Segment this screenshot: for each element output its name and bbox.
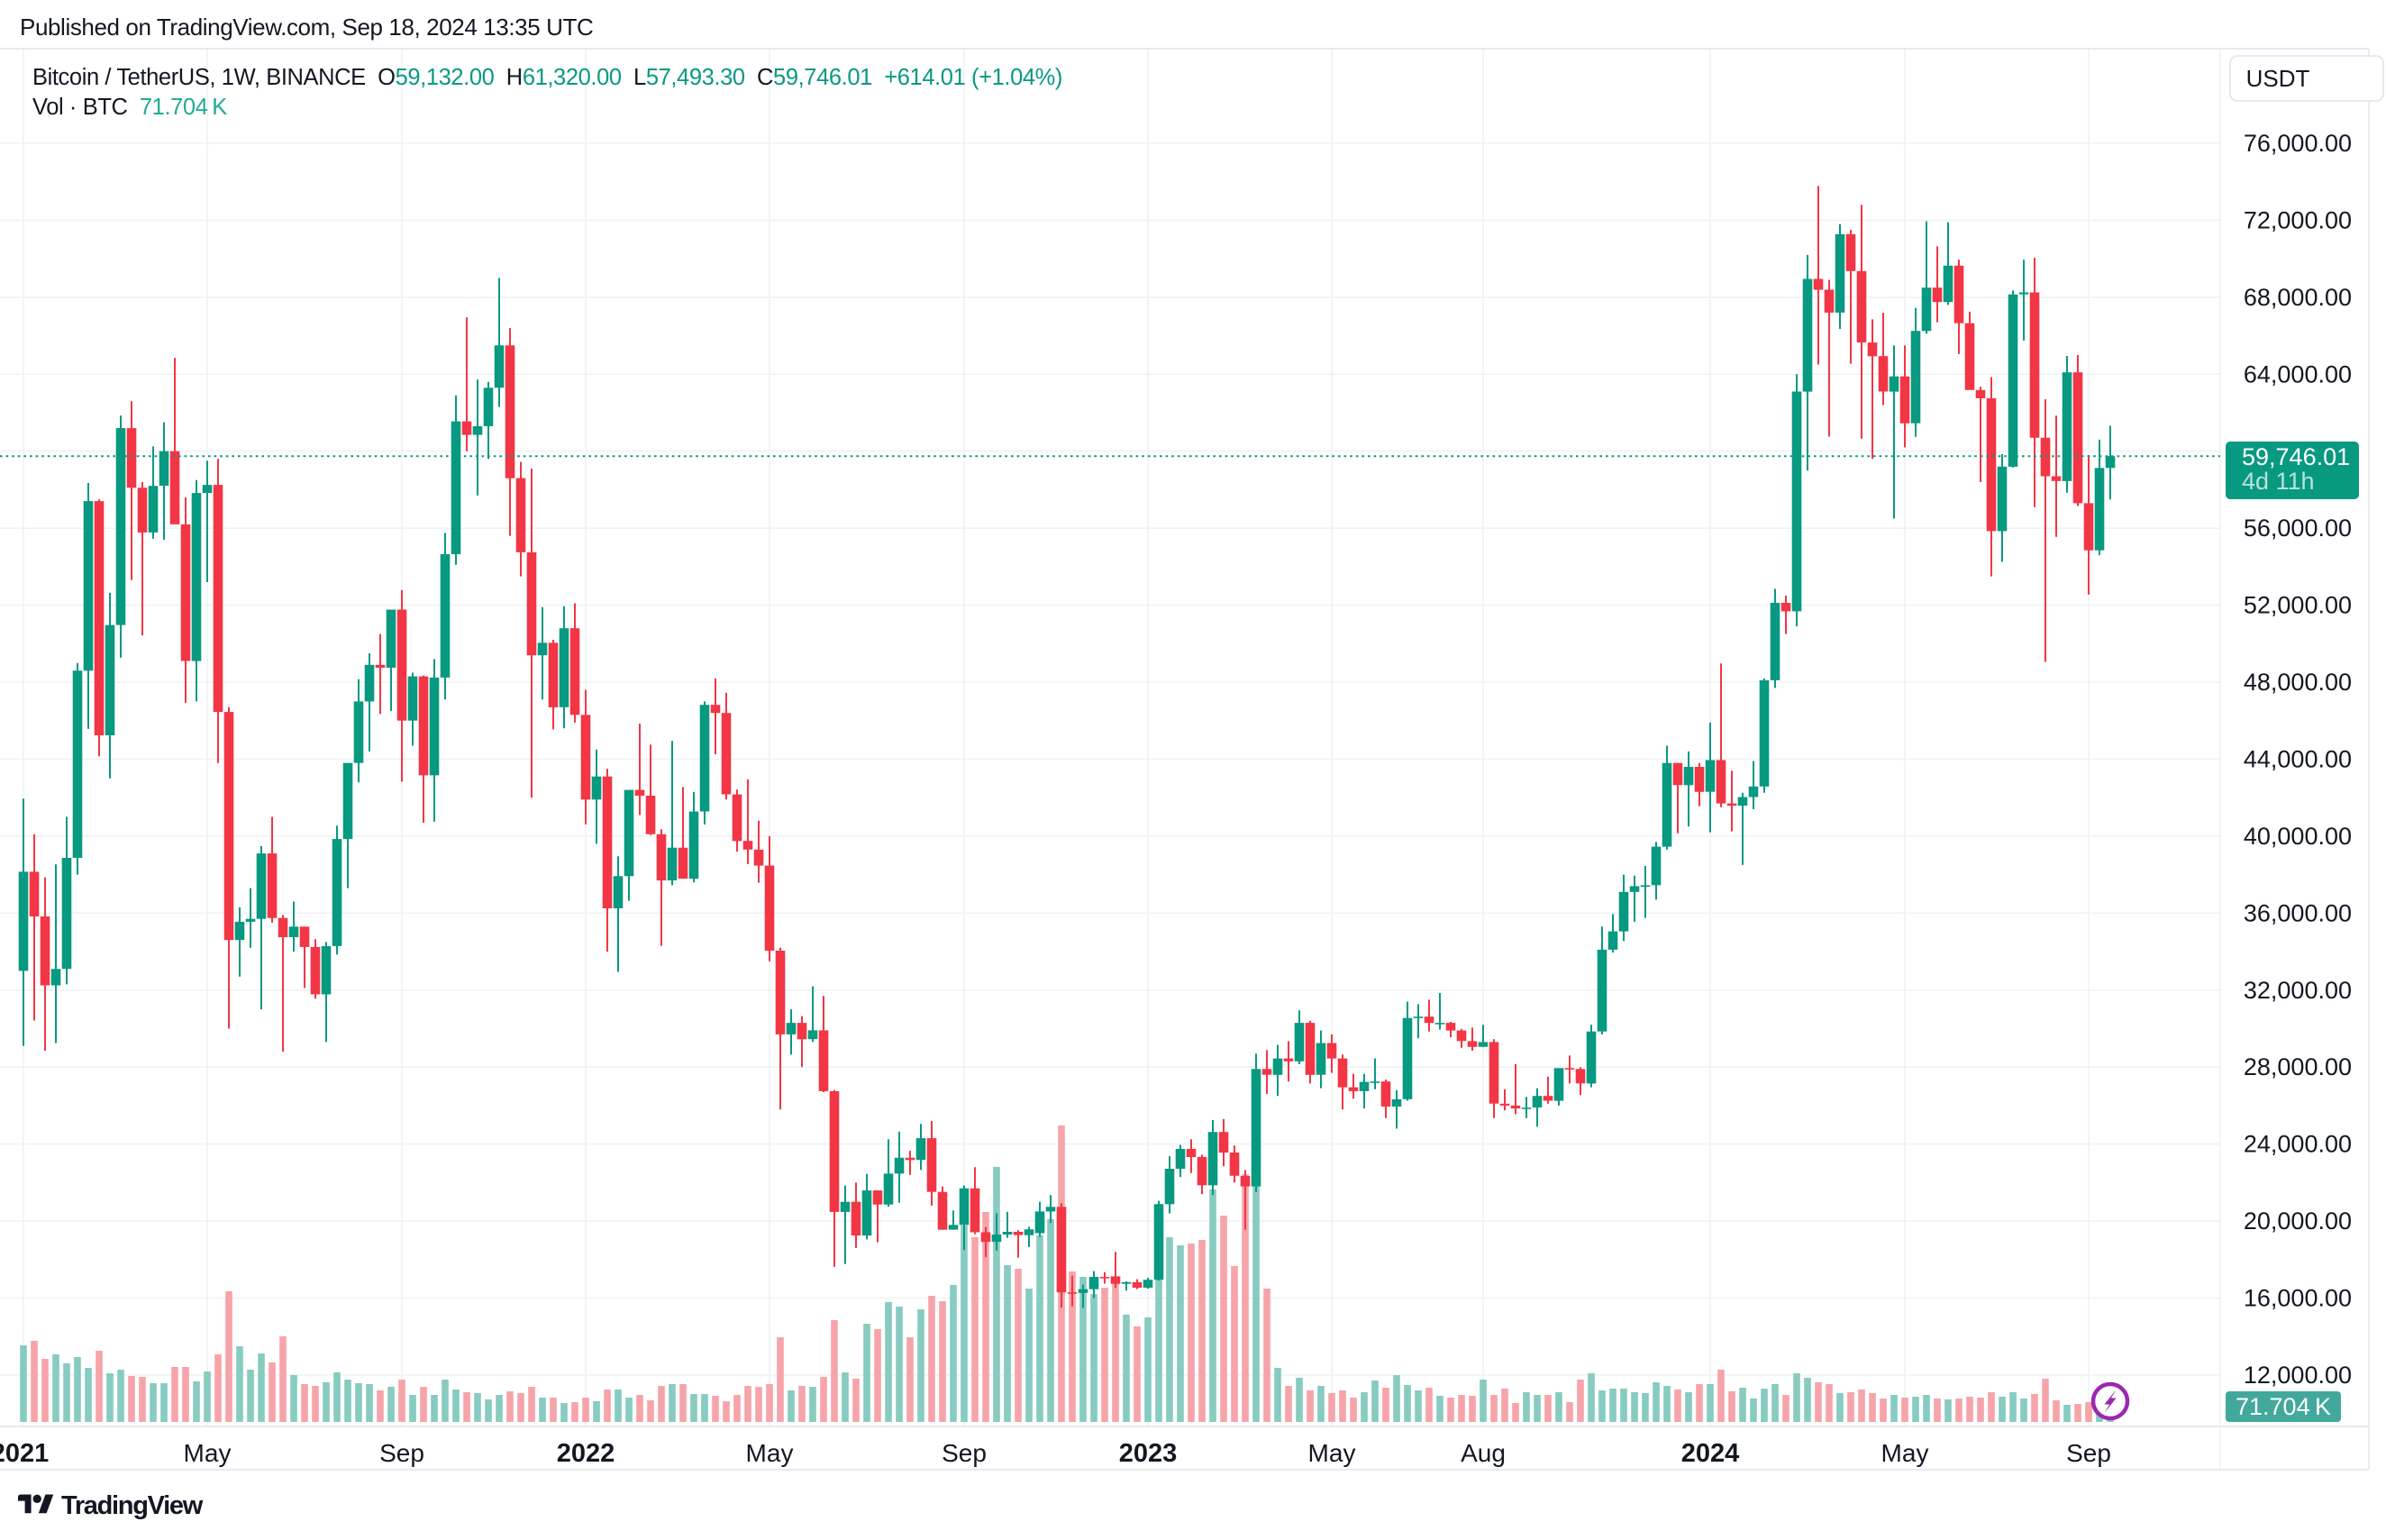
svg-text:52,000.00: 52,000.00 — [2244, 592, 2352, 619]
svg-text:71.704 K: 71.704 K — [2236, 1393, 2331, 1420]
svg-text:20,000.00: 20,000.00 — [2244, 1207, 2352, 1235]
svg-text:2023: 2023 — [1119, 1439, 1178, 1468]
svg-text:59,746.01: 59,746.01 — [2242, 443, 2350, 470]
svg-text:40,000.00: 40,000.00 — [2244, 823, 2352, 850]
svg-text:Aug: Aug — [1461, 1439, 1506, 1467]
svg-text:64,000.00: 64,000.00 — [2244, 360, 2352, 387]
svg-text:24,000.00: 24,000.00 — [2244, 1131, 2352, 1158]
svg-text:28,000.00: 28,000.00 — [2244, 1053, 2352, 1080]
svg-text:May: May — [184, 1439, 232, 1467]
svg-text:Sep: Sep — [379, 1439, 424, 1467]
svg-text:USDT: USDT — [2246, 65, 2310, 92]
svg-text:Bitcoin / TetherUS, 1W, BINANC: Bitcoin / TetherUS, 1W, BINANCE O59,132.… — [32, 65, 1062, 90]
svg-text:TradingView: TradingView — [61, 1491, 204, 1520]
svg-text:Vol · BTC 71.704 K: Vol · BTC 71.704 K — [32, 95, 227, 120]
svg-text:May: May — [746, 1439, 794, 1467]
svg-text:4d 11h: 4d 11h — [2242, 468, 2315, 495]
svg-text:36,000.00: 36,000.00 — [2244, 899, 2352, 926]
svg-text:68,000.00: 68,000.00 — [2244, 284, 2352, 311]
svg-text:2024: 2024 — [1681, 1439, 1740, 1468]
svg-text:12,000.00: 12,000.00 — [2244, 1362, 2352, 1389]
svg-text:16,000.00: 16,000.00 — [2244, 1285, 2352, 1312]
svg-text:2021: 2021 — [0, 1439, 49, 1468]
svg-text:76,000.00: 76,000.00 — [2244, 130, 2352, 157]
svg-text:72,000.00: 72,000.00 — [2244, 206, 2352, 233]
svg-text:Sep: Sep — [942, 1439, 987, 1467]
svg-text:32,000.00: 32,000.00 — [2244, 977, 2352, 1004]
svg-text:56,000.00: 56,000.00 — [2244, 515, 2352, 542]
svg-text:Published on TradingView.com,: Published on TradingView.com, Sep 18, 20… — [20, 14, 593, 41]
svg-text:May: May — [1881, 1439, 1929, 1467]
svg-text:2022: 2022 — [557, 1439, 615, 1468]
svg-text:Sep: Sep — [2066, 1439, 2111, 1467]
svg-text:48,000.00: 48,000.00 — [2244, 669, 2352, 696]
svg-text:44,000.00: 44,000.00 — [2244, 746, 2352, 773]
svg-text:May: May — [1308, 1439, 1356, 1467]
